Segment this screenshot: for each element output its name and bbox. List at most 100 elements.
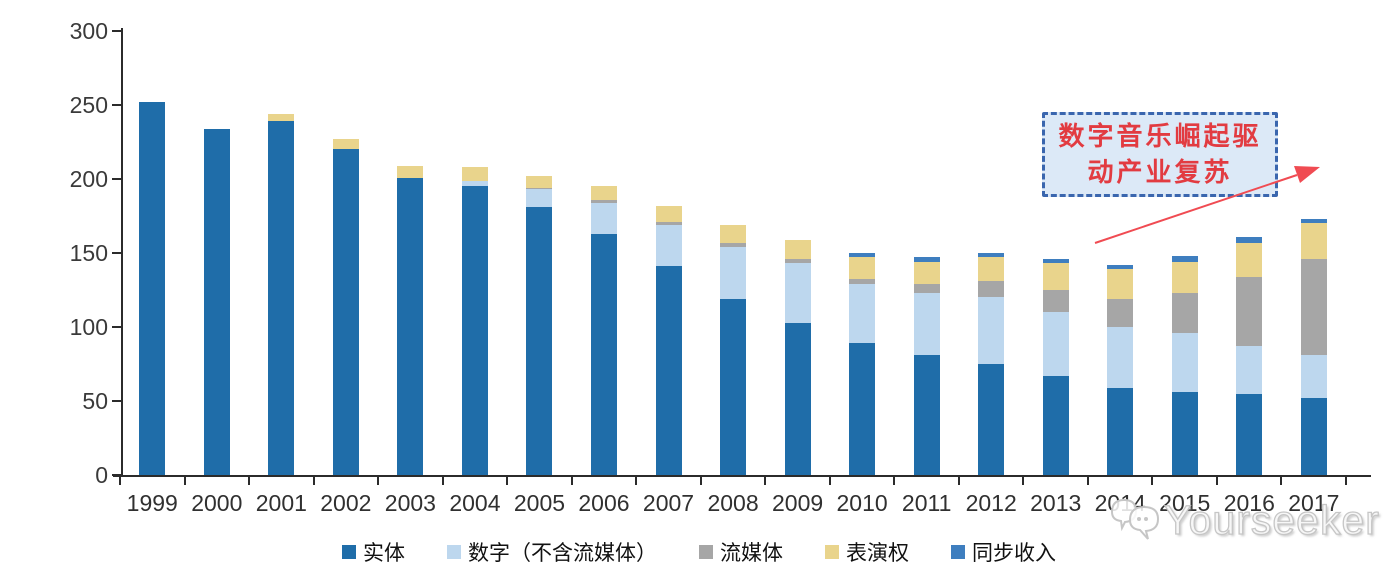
bar-segment-数字（不含流媒体） [784,263,811,323]
bar-slot-2013 [1023,31,1088,475]
x-tick-label-2000: 2000 [191,490,243,516]
legend-label: 同步收入 [972,541,1056,565]
watermark-text: Yourseeker [1163,496,1380,543]
y-tick-mark [112,178,121,180]
legend-swatch-icon [951,545,965,559]
x-tick-label-2010: 2010 [836,490,888,516]
bar-segment-流媒体 [913,284,940,293]
x-tick-mark [1022,477,1025,485]
legend-swatch-icon [699,545,713,559]
x-tick-mark [312,477,315,485]
bar-segment-表演权 [913,261,940,285]
bar-segment-表演权 [461,167,488,181]
bar-segment-表演权 [1042,263,1069,291]
bar-segment-实体 [978,364,1005,475]
x-tick-label-2015: 2015 [1159,490,1211,516]
bar-segment-表演权 [849,257,876,279]
bar-segment-同步收入 [978,253,1005,258]
bar-segment-数字（不含流媒体） [1300,355,1327,399]
bar-segment-实体 [720,298,747,475]
bar-segment-数字（不含流媒体） [590,202,617,234]
bar-segment-实体 [1236,393,1263,475]
x-tick-mark [957,477,960,485]
watermark: Yourseeker [1108,494,1380,546]
y-tick-mark [112,252,121,254]
bar-segment-实体 [849,343,876,475]
bar-segment-实体 [913,355,940,475]
annotation-line2: 动产业复苏 [1087,157,1233,187]
stacked-bar-2009 [784,239,811,475]
legend-item-表演权: 表演权 [825,537,909,567]
legend-swatch-icon [447,545,461,559]
y-tick-mark [112,400,121,402]
stacked-bar-2001 [268,113,295,475]
x-tick-mark [506,477,509,485]
stacked-bar-2002 [332,139,359,475]
bar-segment-实体 [1171,392,1198,475]
bar-segment-同步收入 [913,257,940,262]
bar-segment-数字（不含流媒体） [913,292,940,356]
bar-slot-2012 [959,31,1024,475]
x-tick-label-2001: 2001 [255,490,307,516]
x-tick-mark [1151,477,1154,485]
legend: 实体 数字（不含流媒体） 流媒体 表演权 同步收入 [0,537,1398,567]
bar-slot-2010 [830,31,895,475]
y-tick-label: 100 [69,314,108,340]
bar-segment-数字（不含流媒体） [655,224,682,267]
bar-segment-流媒体 [1042,290,1069,313]
legend-item-流媒体: 流媒体 [699,537,783,567]
stacked-bar-2007 [655,205,682,475]
bar-segment-数字（不含流媒体） [526,189,553,208]
bar-segment-表演权 [268,113,295,122]
legend-swatch-icon [342,545,356,559]
bar-slot-2016 [1217,31,1282,475]
bar-slot-2001 [249,31,314,475]
y-tick-label: 0 [95,462,108,488]
legend-swatch-icon [825,545,839,559]
bar-segment-表演权 [655,205,682,222]
stacked-bar-2013 [1042,258,1069,475]
bar-segment-同步收入 [849,253,876,258]
bar-segment-流媒体 [655,221,682,225]
bar-segment-数字（不含流媒体） [461,180,488,187]
bar-segment-数字（不含流媒体） [978,297,1005,364]
y-axis-line [121,28,123,477]
x-tick-mark [183,477,186,485]
bar-slot-2007 [636,31,701,475]
x-tick-label-2016: 2016 [1223,490,1275,516]
bar-segment-实体 [332,149,359,475]
bar-segment-实体 [397,177,424,475]
x-tick-label-2003: 2003 [384,490,436,516]
x-tick-mark [119,477,121,485]
x-tick-mark [893,477,896,485]
stacked-bar-2006 [590,186,617,475]
bar-slot-2017 [1282,31,1347,475]
bar-slot-2011 [894,31,959,475]
bar-segment-同步收入 [1300,219,1327,224]
bar-segment-实体 [590,233,617,475]
legend-label: 数字（不含流媒体） [468,541,657,565]
bar-segment-实体 [655,266,682,475]
x-axis-labels: 1999 2000 2001 2002 2003 2004 2005 2006 2007 2008… [120,490,1346,517]
legend-item-数字（不含流媒体）: 数字（不含流媒体） [447,537,657,567]
bar-slot-2002 [314,31,379,475]
bar-slot-2000 [185,31,250,475]
x-tick-label-2008: 2008 [707,490,759,516]
bar-segment-表演权 [1171,261,1198,293]
x-tick-mark [1215,477,1218,485]
stacked-bar-2015 [1171,256,1198,475]
legend-label: 实体 [363,541,405,565]
x-axis-line [113,475,1371,477]
bar-slot-2005 [507,31,572,475]
stacked-bar-2017 [1300,219,1327,475]
x-tick-label-1999: 1999 [126,490,178,516]
x-tick-label-2007: 2007 [642,490,695,516]
bar-segment-实体 [1107,387,1134,475]
stacked-bar-2012 [978,253,1005,475]
stacked-bar-2014 [1107,264,1134,475]
bar-segment-实体 [139,102,166,475]
bar-segment-流媒体 [1107,298,1134,328]
bar-slot-2015 [1153,31,1218,475]
x-tick-label-2009: 2009 [771,490,824,516]
stacked-bar-2016 [1236,236,1263,475]
